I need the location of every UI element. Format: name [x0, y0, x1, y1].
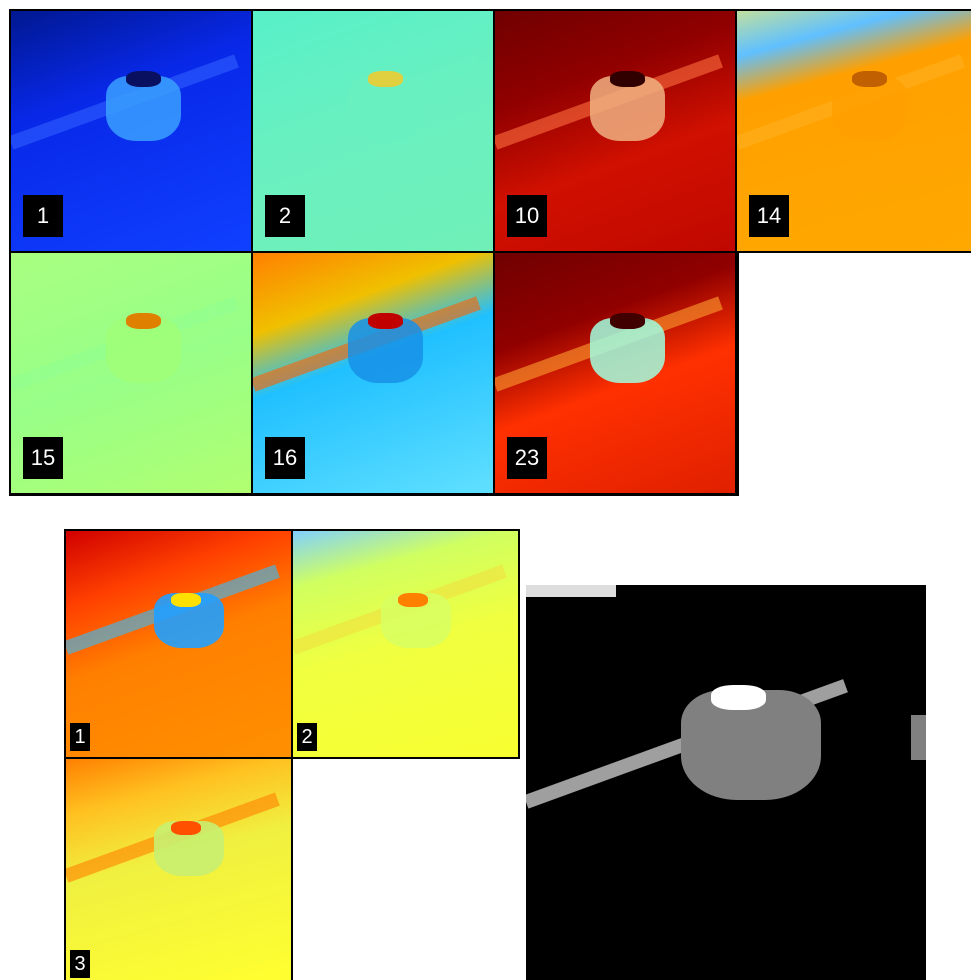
- image-panel: 1: [66, 531, 291, 757]
- car-roof: [368, 313, 403, 329]
- car-roof: [126, 71, 161, 87]
- image-panel: 1: [11, 11, 251, 251]
- panel-label: 23: [507, 437, 547, 479]
- image-panel: 2: [293, 531, 518, 757]
- panel-label: 3: [70, 950, 90, 978]
- image-panel: 23: [495, 253, 735, 493]
- panel-label: 1: [70, 723, 90, 751]
- image-panel: 2: [253, 11, 493, 251]
- car-roof: [171, 593, 201, 607]
- panel-label: 14: [749, 195, 789, 237]
- panel-label: 2: [265, 195, 305, 237]
- car-roof: [171, 821, 201, 835]
- car-roof: [852, 71, 887, 87]
- car-roof: [368, 71, 403, 87]
- car-roof: [126, 313, 161, 329]
- panel-label: 1: [23, 195, 63, 237]
- panel-label: 2: [297, 723, 317, 751]
- car-edge: [911, 715, 926, 760]
- car-roof: [398, 593, 428, 607]
- page: {"top_panels": [{"label": "1"}, {"label"…: [0, 0, 971, 980]
- image-panel: 14: [737, 11, 971, 251]
- image-panel: 15: [11, 253, 251, 493]
- car-roof: [610, 313, 645, 329]
- car-roof: [610, 71, 645, 87]
- image-panel: 10: [495, 11, 735, 251]
- edge-noise: [526, 585, 616, 597]
- segmentation-image: [526, 585, 926, 980]
- image-panel: 16: [253, 253, 493, 493]
- car-roof: [711, 685, 766, 710]
- image-panel: 3: [66, 759, 291, 980]
- panel-label: 10: [507, 195, 547, 237]
- panel-label: 16: [265, 437, 305, 479]
- panel-label: 15: [23, 437, 63, 479]
